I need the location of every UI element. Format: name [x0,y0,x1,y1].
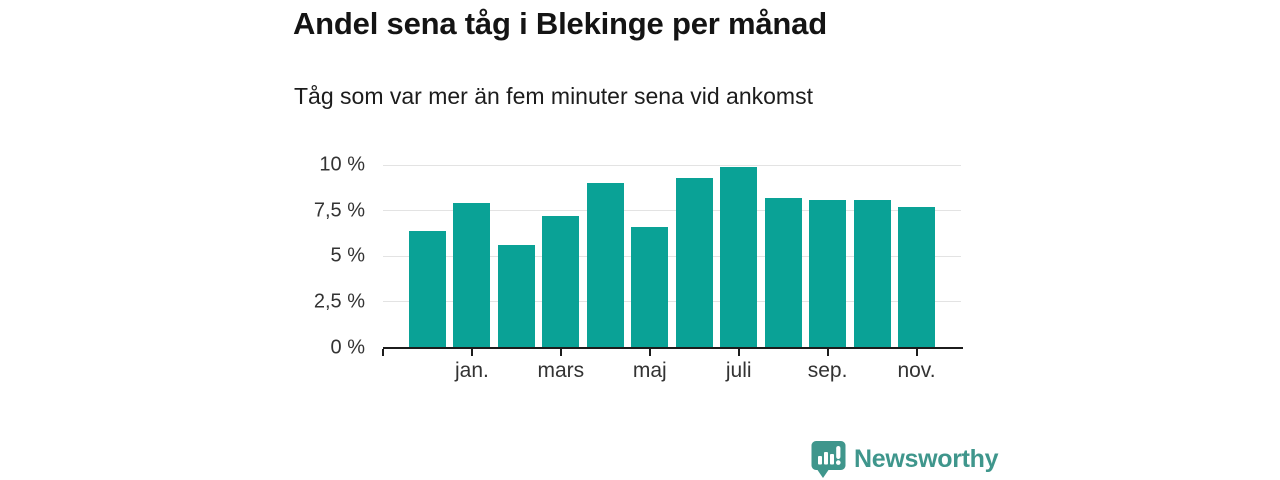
bar-okt [853,199,891,347]
x-axis-tick-mark [470,349,473,356]
x-axis-tick-label: mars [537,359,585,382]
x-axis-tick-label: nov. [897,359,936,382]
gridline [383,255,961,257]
gridline [383,210,961,211]
x-axis-tick-mark [648,349,651,356]
x-axis-tick-mark [915,349,918,356]
newsworthy-logo-text: Newsworthy [854,444,999,473]
bar-sep [809,199,847,347]
x-axis-tick-label: sep. [807,359,848,382]
bar-maj [631,226,669,347]
y-axis-tick-label: 5 % [330,244,365,267]
bar-juli [720,166,758,347]
y-axis-tick-label: 7,5 % [313,199,365,221]
y-axis-tick-label: 2,5 % [313,290,365,312]
x-axis-tick-label: jan. [454,359,489,382]
gridline [383,164,961,166]
bar-aug [764,197,802,347]
bar-chart-plot-area: 0 % 2,5 % 5 % 7,5 % 10 % jan. mars maj juli sep. n… [314,154,963,382]
bar-mars [542,215,580,347]
x-axis-tick-mark [737,349,740,356]
bar-feb [497,245,535,347]
x-axis-line [383,347,963,349]
x-axis-tick-mark [559,349,562,356]
x-axis-tick-label: juli [725,359,752,382]
y-axis-tick-label: 0 % [330,336,365,359]
bar-jan [453,203,491,347]
bar-apr [586,183,624,347]
chart-title: Andel sena tåg i Blekinge per månad [293,6,827,41]
gridline [383,301,961,302]
bar-juni [675,177,713,347]
bar-dec [408,230,446,347]
newsworthy-logo[interactable]: Newsworthy [809,439,999,479]
x-axis-tick-label: maj [632,359,667,382]
x-axis-tick-mark [382,349,384,356]
newsworthy-logo-icon [811,441,846,478]
bar-nov [898,206,936,347]
x-axis-tick-mark [826,349,829,356]
y-axis-tick-label: 10 % [319,153,365,176]
chart-subtitle: Tåg som var mer än fem minuter sena vid … [294,83,813,109]
